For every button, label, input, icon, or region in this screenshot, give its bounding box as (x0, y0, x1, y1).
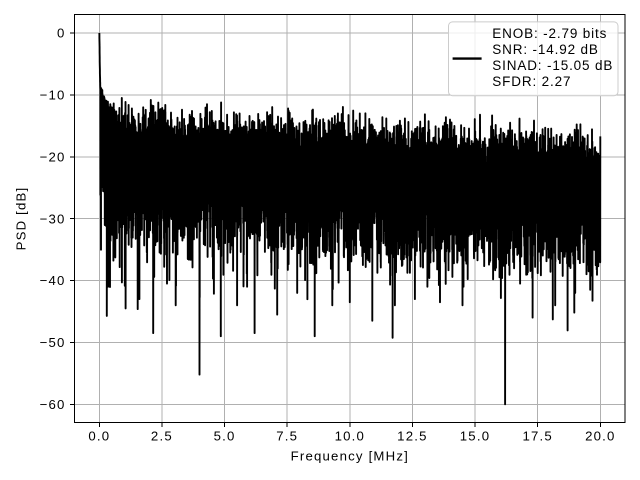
svg-text:PSD [dB]: PSD [dB] (13, 187, 28, 251)
svg-text:−50: −50 (40, 335, 66, 350)
svg-text:SFDR: 2.27: SFDR: 2.27 (492, 74, 571, 89)
svg-text:5.0: 5.0 (214, 429, 236, 444)
svg-text:SNR: -14.92 dB: SNR: -14.92 dB (492, 42, 598, 57)
svg-text:0: 0 (57, 26, 66, 41)
svg-text:Frequency [MHz]: Frequency [MHz] (291, 448, 409, 463)
svg-text:SINAD: -15.05 dB: SINAD: -15.05 dB (492, 58, 613, 73)
svg-text:−20: −20 (40, 150, 66, 165)
svg-text:20.0: 20.0 (585, 429, 615, 444)
svg-text:7.5: 7.5 (276, 429, 298, 444)
svg-text:12.5: 12.5 (397, 429, 427, 444)
svg-text:10.0: 10.0 (335, 429, 365, 444)
svg-text:15.0: 15.0 (460, 429, 490, 444)
svg-text:ENOB: -2.79 bits: ENOB: -2.79 bits (492, 26, 607, 41)
svg-text:−40: −40 (40, 273, 66, 288)
svg-text:−30: −30 (40, 211, 66, 226)
svg-text:−10: −10 (40, 88, 66, 103)
svg-text:0.0: 0.0 (88, 429, 110, 444)
svg-text:17.5: 17.5 (522, 429, 552, 444)
svg-text:−60: −60 (40, 397, 66, 412)
svg-text:2.5: 2.5 (151, 429, 173, 444)
